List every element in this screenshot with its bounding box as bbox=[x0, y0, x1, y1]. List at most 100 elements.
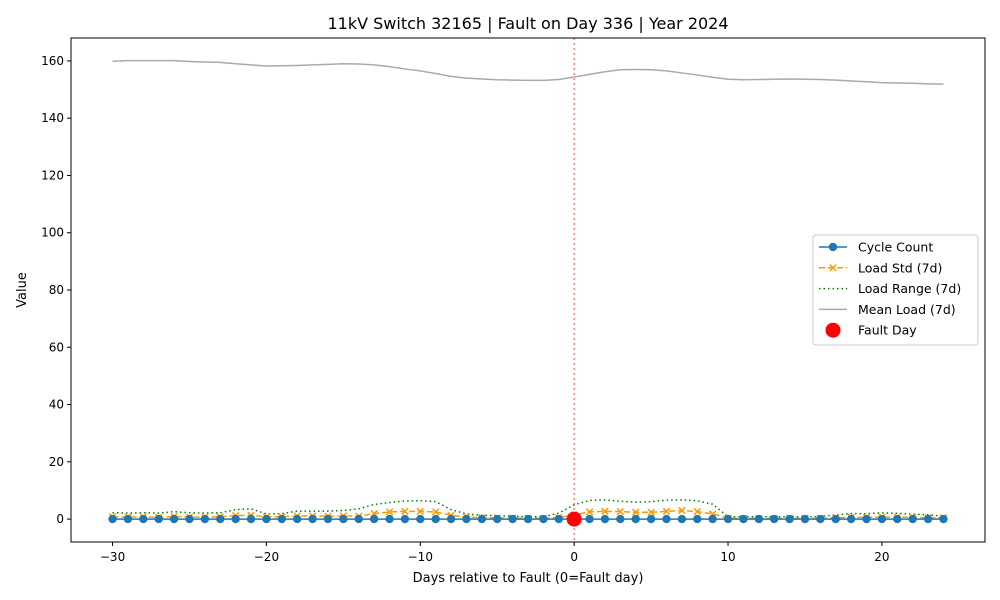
data-point bbox=[739, 514, 748, 524]
x-tick-label: 0 bbox=[570, 550, 578, 564]
data-point bbox=[693, 514, 702, 524]
data-point bbox=[769, 514, 779, 524]
data-point bbox=[631, 514, 640, 524]
data-point bbox=[631, 508, 640, 516]
y-tick-label: 160 bbox=[41, 54, 64, 68]
data-point bbox=[354, 514, 363, 524]
data-point bbox=[677, 514, 687, 524]
data-point bbox=[600, 514, 610, 524]
data-point bbox=[785, 514, 794, 524]
data-point bbox=[585, 514, 594, 524]
data-point bbox=[401, 507, 409, 516]
x-axis-label: Days relative to Fault (0=Fault day) bbox=[413, 571, 644, 586]
data-point bbox=[831, 514, 840, 524]
data-point bbox=[616, 514, 625, 524]
legend-entry-mean-load: Mean Load (7d) bbox=[819, 302, 956, 317]
data-point bbox=[446, 514, 456, 524]
legend: Cycle Count Load Std (7d) Load Range (7d) M… bbox=[812, 234, 979, 346]
data-point bbox=[877, 514, 887, 524]
data-point bbox=[169, 514, 179, 524]
legend-label: Load Std (7d) bbox=[858, 260, 942, 275]
x-tick-label: −20 bbox=[254, 550, 279, 564]
legend-entry-load-range: Load Range (7d) bbox=[819, 281, 961, 296]
plot-area bbox=[108, 38, 948, 542]
data-point bbox=[539, 514, 548, 524]
data-point bbox=[339, 514, 348, 524]
data-point bbox=[893, 514, 902, 524]
legend-entry-cycle-count: Cycle Count bbox=[819, 240, 933, 255]
x-tick-label: 10 bbox=[720, 550, 735, 564]
y-tick-label: 100 bbox=[41, 226, 64, 240]
legend-box bbox=[812, 234, 979, 346]
data-point bbox=[923, 514, 933, 524]
data-point bbox=[662, 507, 671, 516]
data-point bbox=[123, 514, 133, 524]
legend-label: Cycle Count bbox=[858, 240, 933, 255]
data-point bbox=[493, 514, 502, 524]
y-tick-label: 120 bbox=[41, 168, 64, 182]
data-point bbox=[800, 514, 810, 524]
data-point bbox=[400, 514, 410, 524]
x-tick-label: −30 bbox=[100, 550, 125, 564]
data-point bbox=[292, 514, 302, 524]
data-point bbox=[231, 514, 240, 524]
legend-label: Load Range (7d) bbox=[858, 281, 961, 296]
data-point bbox=[462, 514, 471, 524]
legend-label: Mean Load (7d) bbox=[858, 302, 956, 317]
data-point bbox=[416, 514, 425, 524]
data-point bbox=[939, 514, 948, 524]
x-tick-label: 20 bbox=[874, 550, 889, 564]
data-point bbox=[154, 514, 163, 524]
data-point bbox=[108, 514, 117, 524]
data-point bbox=[416, 507, 425, 516]
y-tick-label: 0 bbox=[56, 512, 64, 526]
legend-marker bbox=[829, 264, 837, 272]
data-point bbox=[693, 507, 701, 516]
series-line-mean-load bbox=[112, 59, 944, 85]
y-tick-label: 140 bbox=[41, 111, 64, 125]
chart-title: 11kV Switch 32165 | Fault on Day 336 | Y… bbox=[327, 14, 728, 33]
data-point bbox=[662, 514, 671, 524]
data-point bbox=[585, 508, 594, 516]
data-point bbox=[431, 508, 440, 516]
data-point bbox=[200, 514, 210, 524]
data-point bbox=[846, 514, 856, 524]
data-point bbox=[323, 514, 333, 524]
legend-entry-fault-day: Fault Day bbox=[825, 322, 917, 338]
data-point bbox=[508, 514, 517, 524]
data-point bbox=[262, 514, 271, 524]
data-point bbox=[369, 514, 379, 524]
data-point bbox=[477, 514, 487, 524]
x-tick-label: −10 bbox=[408, 550, 433, 564]
y-tick-label: 80 bbox=[49, 283, 64, 297]
series-mean-load bbox=[112, 59, 944, 85]
data-point bbox=[646, 514, 656, 524]
y-tick-label: 20 bbox=[49, 455, 64, 469]
data-point bbox=[185, 514, 194, 524]
data-point bbox=[246, 514, 256, 524]
legend-swatch bbox=[825, 322, 841, 338]
data-point bbox=[723, 514, 733, 524]
data-point bbox=[216, 514, 225, 524]
data-point bbox=[708, 514, 717, 524]
legend-label: Fault Day bbox=[858, 323, 917, 338]
y-tick-label: 40 bbox=[49, 398, 64, 412]
y-axis-label: Value bbox=[15, 272, 30, 308]
data-point bbox=[431, 514, 440, 524]
data-point bbox=[616, 507, 625, 516]
data-point bbox=[277, 514, 287, 524]
data-point bbox=[862, 514, 871, 524]
data-point bbox=[816, 514, 825, 524]
data-point bbox=[678, 506, 686, 515]
data-point bbox=[754, 514, 764, 524]
axes-ticks: −30 −20 −10 0 10 20 0 20 40 60 80 100 120 140 160 bbox=[41, 54, 889, 564]
data-point bbox=[554, 514, 563, 524]
data-point bbox=[647, 508, 655, 516]
legend-entry-load-std: Load Std (7d) bbox=[819, 260, 942, 275]
data-point bbox=[601, 507, 609, 516]
data-point bbox=[523, 514, 533, 524]
fault-day-point bbox=[566, 511, 582, 527]
data-point bbox=[308, 514, 317, 524]
data-point bbox=[385, 508, 394, 516]
